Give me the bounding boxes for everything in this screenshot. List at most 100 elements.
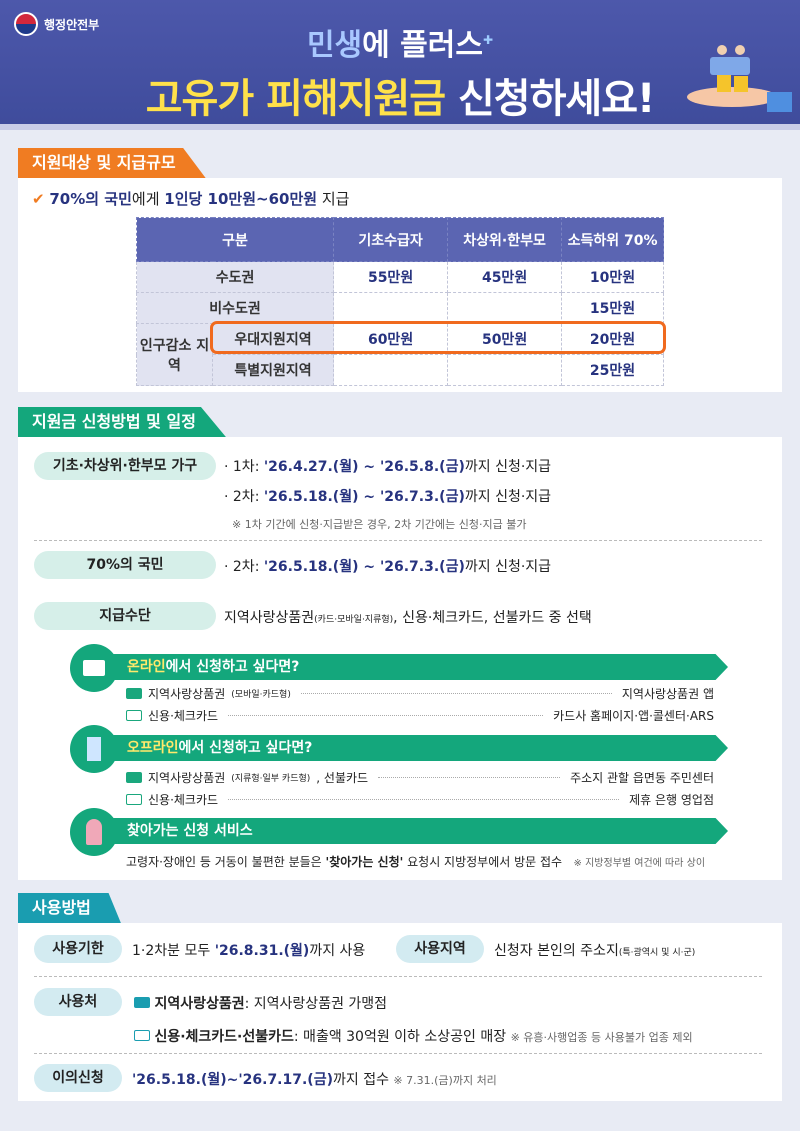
- note: ※ 유흥·사행업종 등 사용불가 업종 제외: [510, 1031, 693, 1044]
- subtitle: 민생에 플러스✚: [0, 20, 800, 64]
- table-header: 구분: [135, 217, 335, 262]
- pill-usage-place: 사용처: [34, 988, 122, 1016]
- plus-icon: ✚: [483, 33, 494, 47]
- t: 까지 신청·지급: [464, 459, 552, 475]
- ministry-logo: 행정안전부: [14, 12, 99, 36]
- schedule-line-1: · 1차: '26.4.27.(월) ~ '26.5.8.(금)까지 신청·지급: [224, 456, 551, 476]
- appeal-text: '26.5.18.(월)~'26.7.17.(금)까지 접수 ※ 7.31.(금…: [132, 1069, 497, 1089]
- visit-service-banner: 찾아가는 신청 서비스: [105, 818, 728, 844]
- pill-payment-means: 지급수단: [34, 602, 216, 630]
- wheelchair-person-icon: [70, 808, 118, 856]
- cell: 25만원: [561, 354, 664, 386]
- t: 주소지 관할 읍면동 주민센터: [570, 771, 714, 785]
- cell: 55만원: [333, 261, 449, 293]
- title-rest: 신청하세요!: [445, 76, 655, 122]
- t: 지역사랑상품권: [224, 610, 315, 626]
- t: 신용·체크카드: [148, 793, 219, 807]
- dotted-leader: [228, 799, 620, 800]
- dotted-leader: [228, 715, 544, 716]
- t: 지역사랑상품권 앱: [621, 687, 714, 701]
- t: · 2차:: [224, 559, 264, 575]
- list-item: 지역사랑상품권 (모바일·카드형) 지역사랑상품권 앱: [126, 685, 714, 702]
- t: 지역사랑상품권: [148, 687, 226, 701]
- t: 에서 신청하고 싶다면?: [178, 740, 313, 756]
- schedule-note: ※ 1차 기간에 신청·지급받은 경우, 2차 기간에는 신청·지급 불가: [232, 518, 527, 531]
- table-row: 비수도권 15만원: [135, 292, 664, 324]
- date: '26.4.27.(월) ~ '26.5.8.(금): [263, 459, 465, 475]
- subtitle-rest: 에 플러스: [362, 28, 483, 63]
- cell: [447, 354, 563, 386]
- dotted-leader: [300, 693, 612, 694]
- cell: 10만원: [561, 261, 664, 293]
- cell: [333, 292, 449, 324]
- t: 신용·체크카드: [148, 709, 219, 723]
- schedule-line-2: · 2차: '26.5.18.(월) ~ '26.7.3.(금)까지 신청·지급: [224, 486, 551, 506]
- t: 지역사랑상품권: [148, 771, 226, 785]
- t: 지역사랑상품권: [154, 996, 245, 1012]
- t: 까지 신청·지급: [464, 489, 552, 505]
- t: 1·2차분 모두: [132, 943, 215, 959]
- pill-usage-period: 사용기한: [34, 935, 122, 963]
- support-amount-table: 구분 기초수급자 차상위·한부모 소득하위 70% 수도권 55만원 45만원 10만원 비…: [135, 217, 664, 386]
- t: · 1차:: [224, 459, 264, 475]
- monitor-check-icon: [70, 644, 118, 692]
- credit-card-icon: [126, 710, 142, 721]
- date: '26.8.31.(월): [214, 943, 310, 959]
- cell: 45만원: [447, 261, 563, 293]
- gift-voucher-icon: [126, 772, 142, 783]
- t: 고령자·장애인 등 거동이 불편한 분들은: [126, 855, 326, 869]
- section-tab-usage: 사용방법: [18, 893, 121, 923]
- section-tab-application: 지원금 신청방법 및 일정: [18, 407, 226, 437]
- ministry-name: 행정안전부: [44, 17, 100, 32]
- t: 카드사 홈페이지·앱·콜센터·ARS: [553, 709, 714, 723]
- t: , 신용·체크카드, 선불카드 중 선택: [393, 610, 592, 626]
- gift-voucher-icon: [126, 688, 142, 699]
- t: 요청시 지방정부에서 방문 접수: [403, 855, 563, 869]
- summary-a: 70%의 국민: [49, 190, 132, 208]
- usage-place-voucher: 지역사랑상품권: 지역사랑상품권 가맹점: [134, 993, 387, 1013]
- note: ※ 7.31.(금)까지 처리: [393, 1074, 497, 1087]
- t: : 매출액 30억원 이하 소상공인 매장: [293, 1029, 507, 1045]
- online-banner: 온라인에서 신청하고 싶다면?: [105, 654, 728, 680]
- cell: 60만원: [333, 323, 449, 355]
- hand-coins-illustration: [687, 45, 792, 112]
- cell: [447, 292, 563, 324]
- usage-region-text: 신청자 본인의 주소지(특·광역시 및 시·군): [494, 940, 695, 960]
- building-icon: [70, 725, 118, 773]
- highlight-box: [210, 321, 666, 354]
- t: '찾아가는 신청': [325, 855, 404, 869]
- divider: [34, 1053, 762, 1054]
- page-title: 고유가 피해지원금 신청하세요!: [0, 66, 800, 124]
- t: 신용·체크카드·선불카드: [154, 1029, 294, 1045]
- t: 제휴 은행 영업점: [629, 793, 714, 807]
- t: (카드·모바일·지류형): [314, 615, 394, 625]
- credit-card-icon: [126, 794, 142, 805]
- schedule-line-general: · 2차: '26.5.18.(월) ~ '26.7.3.(금)까지 신청·지급: [224, 556, 551, 576]
- table-row: 수도권 55만원 45만원 10만원: [135, 261, 664, 293]
- check-icon: ✔: [32, 190, 45, 208]
- cell: 15만원: [561, 292, 664, 324]
- t: 오프라인: [127, 740, 179, 756]
- table-header: 기초수급자: [333, 217, 449, 262]
- dotted-leader: [378, 777, 561, 778]
- table-row: 특별지원지역 25만원: [137, 354, 664, 386]
- eligibility-summary: ✔ 70%의 국민에게 1인당 10만원~60만원 지급: [32, 188, 349, 209]
- pill-basic-households: 기초·차상위·한부모 가구: [34, 452, 216, 480]
- summary-b: 에게: [131, 190, 165, 208]
- payment-means-text: 지역사랑상품권(카드·모바일·지류형), 신용·체크카드, 선불카드 중 선택: [224, 607, 592, 627]
- t: 까지 신청·지급: [464, 559, 552, 575]
- row-label: 비수도권: [135, 292, 335, 324]
- taegeuk-icon: [14, 12, 38, 36]
- t: (특·광역시 및 시·군): [618, 948, 696, 958]
- t: · 2차:: [224, 489, 264, 505]
- list-item: 지역사랑상품권 (지류형·일부 카드형) , 선불카드 주소지 관할 읍면동 주민센터: [126, 769, 714, 786]
- subtitle-highlight: 민생: [306, 28, 363, 63]
- section-tab-eligibility: 지원대상 및 지급규모: [18, 148, 206, 178]
- usage-place-card: 신용·체크카드·선불카드: 매출액 30억원 이하 소상공인 매장 ※ 유흥·사…: [134, 1026, 693, 1046]
- pill-usage-region: 사용지역: [396, 935, 484, 963]
- row-label: 수도권: [135, 261, 335, 293]
- row-label: 특별지원지역: [211, 354, 335, 386]
- summary-c: 1인당 10만원~60만원: [164, 190, 318, 208]
- summary-d: 지급: [317, 190, 350, 208]
- t: (지류형·일부 카드형): [231, 774, 311, 784]
